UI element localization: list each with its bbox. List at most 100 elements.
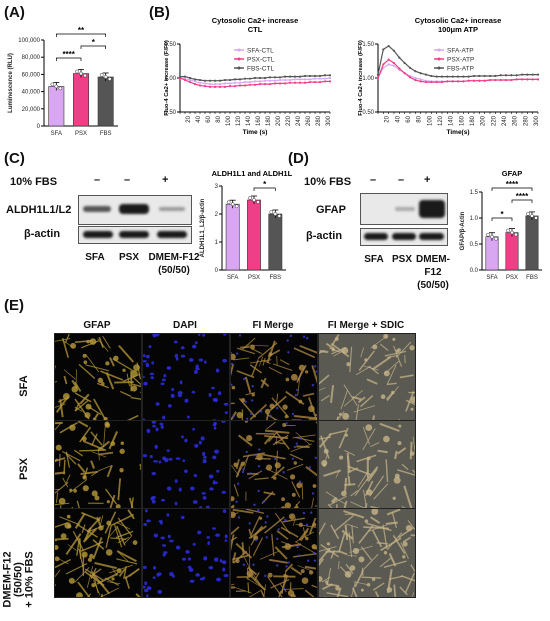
cell-body	[290, 474, 295, 479]
series-point	[510, 79, 512, 81]
series-point	[436, 76, 438, 78]
cell-body	[392, 338, 395, 341]
nucleus	[162, 544, 166, 547]
y-tick-label: 0.0	[470, 268, 479, 274]
series-point	[259, 80, 261, 82]
nucleus	[276, 407, 278, 409]
cell-body	[237, 412, 243, 418]
nucleus	[212, 527, 216, 530]
series-point	[393, 62, 395, 64]
cell-body	[61, 533, 67, 539]
series-point	[430, 81, 432, 83]
cell-body	[372, 345, 377, 350]
nucleus	[146, 594, 149, 597]
nucleus	[192, 345, 196, 349]
nucleus	[298, 555, 300, 557]
series-point	[494, 75, 496, 77]
cell-body	[113, 356, 118, 361]
series-point	[484, 75, 486, 77]
micrograph-dapi	[142, 508, 230, 598]
x-tick-label: SFA	[486, 275, 497, 281]
series-point	[229, 79, 231, 81]
lane-label-dmem: DMEM-F12	[144, 252, 204, 263]
chart-subtitle: CTL	[248, 25, 263, 34]
series-point	[299, 76, 301, 78]
cell-process	[114, 382, 133, 383]
cell-body	[284, 543, 291, 550]
nucleus	[253, 504, 255, 506]
blot-aldh	[78, 195, 192, 225]
nucleus	[225, 539, 228, 541]
cell-body	[268, 573, 273, 578]
bar-psx	[73, 74, 88, 126]
cell-body	[133, 540, 138, 545]
series-point	[204, 85, 206, 87]
micrograph-merge	[230, 508, 318, 598]
cell-body	[71, 386, 78, 393]
lane-sign: +	[162, 174, 168, 186]
series-point	[324, 80, 326, 82]
nucleus	[181, 435, 184, 438]
data-point	[248, 196, 251, 199]
cell-body	[397, 441, 401, 445]
cell-body	[353, 548, 359, 554]
x-tick-label: 80	[216, 115, 222, 122]
series-point	[189, 77, 191, 79]
nucleus	[181, 516, 185, 519]
nucleus	[163, 551, 167, 554]
western-blot-d: 10% FBS – – + GFAP β-actin SFA PSX DMEM-…	[296, 168, 456, 298]
micrograph-background	[143, 421, 229, 509]
y-tick-label: 60,000	[22, 72, 41, 78]
cell-body	[291, 374, 298, 381]
series-point	[179, 76, 181, 78]
bar-sfa	[486, 237, 498, 270]
nucleus	[146, 363, 149, 367]
cell-body	[301, 569, 305, 573]
nucleus	[171, 394, 175, 398]
nucleus	[179, 488, 182, 492]
cell-body	[119, 468, 123, 472]
nucleus	[310, 511, 312, 513]
x-tick-label: 60	[406, 115, 412, 122]
series-point	[414, 70, 416, 72]
nucleus	[190, 580, 195, 583]
chart-b-ctl: Cytosolic Ca2+ increaseCTL0.501.001.5020…	[160, 14, 340, 154]
nucleus	[161, 425, 164, 429]
y-tick-label: 20,000	[22, 107, 41, 113]
cell-body	[266, 464, 272, 470]
nucleus	[312, 492, 314, 494]
series-point	[526, 74, 528, 76]
data-point	[83, 74, 86, 77]
x-tick-label: 220	[286, 115, 292, 126]
series-point	[289, 79, 291, 81]
cell-body	[265, 409, 270, 414]
series-point	[204, 80, 206, 82]
series-point	[214, 86, 216, 88]
nucleus	[299, 481, 301, 483]
cell-body	[313, 484, 317, 488]
nucleus	[203, 556, 207, 560]
cell-body	[292, 493, 296, 497]
series-point	[199, 79, 201, 81]
cell-body	[106, 521, 111, 526]
bar-fbs	[98, 77, 113, 126]
data-point	[252, 198, 255, 201]
series-point	[446, 76, 448, 78]
series-point	[214, 80, 216, 82]
series-point	[489, 75, 491, 77]
series-point	[489, 79, 491, 81]
nucleus	[222, 359, 227, 363]
band-label-actin: β-actin	[306, 230, 342, 242]
nucleus	[176, 546, 181, 550]
nucleus	[162, 379, 166, 382]
series-point	[214, 83, 216, 85]
nucleus	[239, 334, 241, 336]
cell-body	[345, 434, 348, 437]
series-point	[510, 74, 512, 76]
data-point	[75, 70, 78, 73]
fbs-condition-label: 10% FBS	[10, 176, 57, 188]
cell-body	[119, 449, 124, 454]
series-point	[452, 80, 454, 82]
cell-body	[346, 362, 350, 366]
series-point	[239, 78, 241, 80]
